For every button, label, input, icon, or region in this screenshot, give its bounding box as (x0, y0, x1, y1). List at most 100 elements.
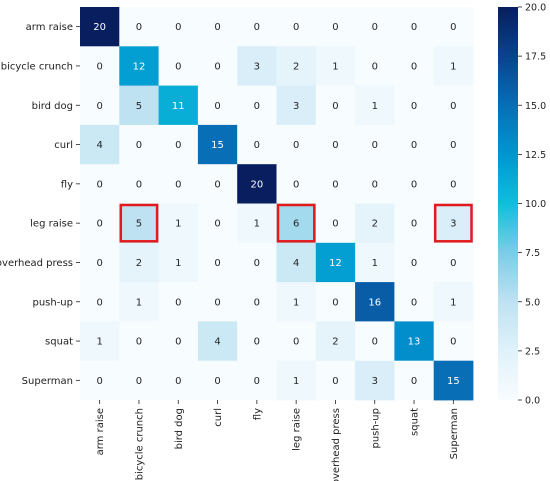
heatmap-cell (394, 7, 435, 47)
heatmap-cell (80, 124, 120, 165)
cell-value-label: 0 (332, 376, 338, 387)
cell-value-label: 0 (254, 22, 260, 33)
heatmap-cell (197, 85, 238, 126)
heatmap-cell (158, 242, 199, 283)
colorbar-tick-label: 0.0 (525, 396, 540, 407)
colorbar-tick-label: 7.5 (525, 248, 540, 259)
cell-value-label: 2 (332, 337, 338, 348)
heatmap-cell (237, 46, 277, 86)
heatmap-cell (315, 203, 356, 244)
cell-value-label: 12 (329, 258, 342, 269)
heatmap-cell (276, 124, 317, 165)
heatmap-cell (158, 360, 199, 401)
colorbar-tick-label: 20.0 (525, 3, 546, 14)
heatmap-cell (158, 7, 199, 47)
cell-value-label: 2 (136, 258, 142, 269)
heatmap-cell (158, 164, 199, 204)
x-tick-label: squat (410, 408, 421, 436)
y-tick-labels: arm raise bicycle crunch bird dog curl fly le… (0, 22, 80, 387)
heatmap-cell (80, 46, 120, 86)
cell-value-label: 0 (411, 179, 417, 190)
heatmap-cell (315, 321, 356, 362)
heatmap-cell (197, 242, 238, 283)
y-tick-label: curl (54, 140, 73, 151)
cell-value-label: 0 (136, 140, 142, 151)
cell-value-label: 5 (136, 101, 142, 112)
heatmap-cell (433, 85, 474, 126)
cell-value-label: 1 (136, 297, 142, 308)
cell-value-label: 0 (450, 140, 456, 151)
cell-value-label: 0 (411, 258, 417, 269)
colorbar-gradient (498, 7, 518, 400)
heatmap-cell (276, 7, 317, 47)
x-tick-labels: arm raise bicycle crunch bird dog curl fly le… (95, 400, 460, 481)
x-tick-label: fly (252, 408, 263, 420)
cell-value-label: 0 (214, 297, 220, 308)
y-tick-label: arm raise (26, 22, 73, 33)
colorbar-tick-label: 12.5 (525, 150, 546, 161)
cell-value-label: 1 (254, 219, 260, 230)
colorbar-tick-label: 5.0 (525, 297, 540, 308)
heatmap-cell (237, 164, 277, 204)
heatmap-cell (237, 360, 277, 401)
cell-value-label: 0 (214, 22, 220, 33)
y-tick-label: push-up (32, 297, 73, 308)
cell-value-label: 1 (175, 219, 181, 230)
heatmap-cell (276, 282, 317, 322)
heatmap-cell (197, 321, 238, 362)
heatmap-cell (433, 360, 474, 401)
cell-value-label: 16 (368, 297, 381, 308)
heatmap-cell (315, 282, 356, 322)
heatmap-cell (197, 203, 238, 244)
heatmap-cell (355, 164, 395, 204)
heatmap-cell (355, 7, 395, 47)
cell-value-label: 1 (372, 101, 378, 112)
cell-value-label: 3 (254, 61, 260, 72)
heatmap-cell (315, 242, 356, 283)
heatmap-cell (237, 321, 277, 362)
cell-value-label: 0 (450, 101, 456, 112)
heatmap-cell (119, 321, 159, 362)
x-tick-label: overhead press (331, 408, 342, 481)
heatmap-cell (394, 46, 435, 86)
cell-value-label: 0 (411, 61, 417, 72)
cell-value-label: 1 (332, 61, 338, 72)
cell-value-label: 0 (175, 179, 181, 190)
heatmap-cell (355, 360, 395, 401)
heatmap-cell (394, 85, 435, 126)
heatmap-cell (433, 46, 474, 86)
cell-value-label: 0 (411, 22, 417, 33)
x-tick-label: bird dog (174, 408, 185, 449)
cell-value-label: 0 (214, 219, 220, 230)
cell-value-label: 0 (96, 179, 102, 190)
cell-value-label: 12 (133, 61, 146, 72)
cell-value-label: 15 (447, 376, 460, 387)
cell-value-label: 0 (411, 376, 417, 387)
cell-value-label: 20 (93, 22, 106, 33)
heatmap-cell (80, 282, 120, 322)
cell-value-label: 0 (175, 297, 181, 308)
cell-value-label: 0 (96, 376, 102, 387)
cell-value-label: 5 (136, 219, 142, 230)
cell-value-label: 0 (372, 61, 378, 72)
cell-value-label: 1 (372, 258, 378, 269)
heatmap-cell (394, 203, 435, 244)
cell-value-label: 0 (214, 101, 220, 112)
heatmap-cell (433, 282, 474, 322)
heatmap-cell (237, 203, 277, 244)
heatmap-cell (315, 85, 356, 126)
heatmap-cell (355, 242, 395, 283)
heatmap-cell (315, 360, 356, 401)
heatmap-cell (394, 164, 435, 204)
colorbar-tick-label: 2.5 (525, 346, 540, 357)
heatmap-cell (355, 124, 395, 165)
heatmap-cell (197, 282, 238, 322)
cell-value-label: 4 (293, 258, 299, 269)
heatmap-cell (394, 360, 435, 401)
heatmap-cell (237, 282, 277, 322)
cell-value-label: 0 (214, 61, 220, 72)
heatmap-cell (237, 124, 277, 165)
cell-value-label: 0 (450, 22, 456, 33)
heatmap-cell (276, 85, 317, 126)
